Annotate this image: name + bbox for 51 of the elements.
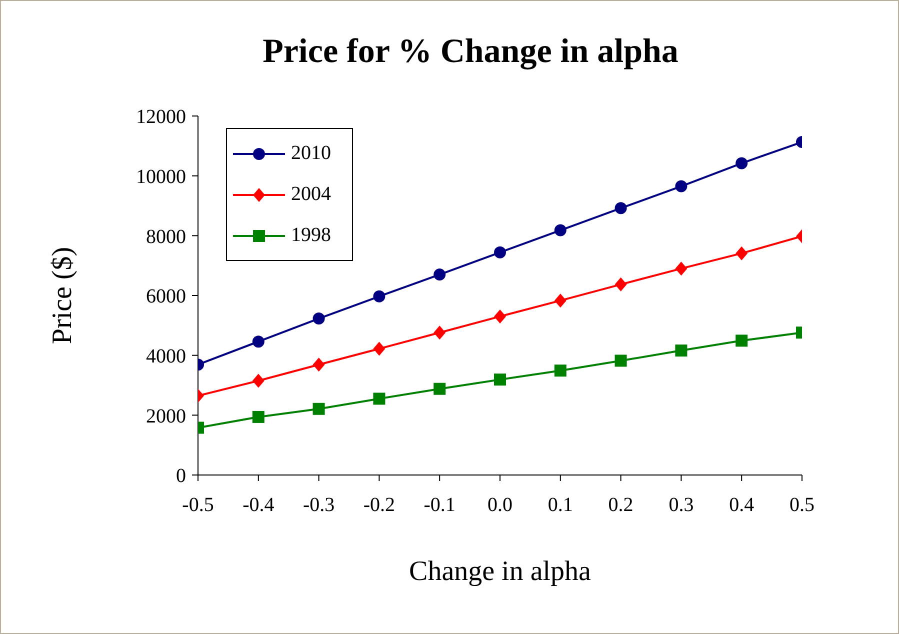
point [312,312,325,325]
point [614,202,627,214]
point [494,374,506,386]
point [675,180,688,192]
x-tick-label: -0.5 [182,494,214,516]
x-tick-label: 0.1 [548,494,573,516]
y-tick-label: 10000 [136,166,186,188]
point [675,344,688,357]
y-tick-label: 8000 [146,226,186,248]
x-tick-label: 0.4 [729,494,754,516]
point [373,290,386,302]
point [554,224,566,236]
point [736,246,748,260]
point [252,374,264,388]
point [614,277,627,292]
point [434,326,446,340]
x-tick-label: -0.3 [302,494,335,516]
point [736,334,748,347]
x-tick-label: -0.4 [242,494,274,516]
point [494,246,506,258]
point [675,262,688,276]
y-axis-title: Price ($) [46,246,78,344]
point [312,358,325,372]
y-tick-label: 12000 [136,106,186,128]
legend-label: 2010 [291,142,331,165]
x-tick-label: 0.2 [608,494,634,516]
x-tick-label: 0.5 [790,494,814,516]
chart-title: Price for % Change in alpha [262,33,680,71]
point [373,342,386,356]
point [736,157,748,170]
point [554,364,566,377]
point [434,268,446,281]
point [494,309,506,324]
y-tick-label: 0 [176,465,186,488]
x-axis-title: Change in alpha [409,556,592,587]
point [434,382,446,395]
point [614,354,627,367]
x-tick-label: -0.1 [424,494,456,516]
point [252,410,264,423]
y-tick-label: 6000 [146,286,186,308]
legend-label: 1998 [291,224,331,247]
point [554,294,566,308]
legend-label: 2004 [291,183,331,206]
y-tick-label: 4000 [146,345,186,368]
point [252,336,264,348]
x-tick-label: -0.2 [363,494,396,516]
point [312,402,325,415]
point [373,392,386,405]
x-tick-label: 0.0 [488,494,512,516]
x-tick-label: 0.3 [668,494,694,516]
y-tick-label: 2000 [146,405,186,428]
